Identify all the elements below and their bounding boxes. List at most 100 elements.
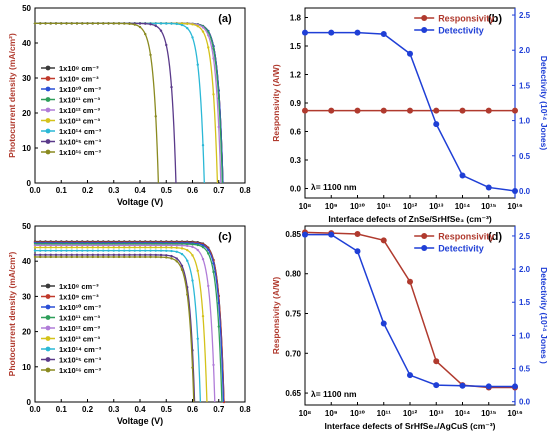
data-point (60, 22, 63, 25)
y-tick-label: 0 (27, 179, 32, 188)
x-tick-label: 0.5 (161, 405, 173, 414)
legend-label: Detectivity (438, 244, 484, 254)
series-0 (302, 107, 518, 114)
wavelength-annotation: λ= 1100 nm (311, 389, 357, 399)
data-point (65, 255, 68, 259)
data-point (96, 253, 100, 257)
x-tick-label: 10¹⁵ (481, 409, 497, 418)
y-left-tick-label: 0.0 (290, 185, 302, 194)
data-point (328, 29, 335, 36)
legend-marker (45, 139, 51, 144)
data-point (123, 244, 126, 247)
y-right-tick-label: 0.0 (519, 187, 531, 196)
data-point (123, 246, 126, 249)
data-point (180, 247, 184, 250)
data-point (433, 121, 440, 128)
data-point (65, 249, 68, 252)
y-left-tick-label: 1.5 (290, 42, 302, 51)
series-8 (33, 255, 195, 403)
legend-marker (45, 315, 51, 320)
y-left-tick-label: 0.9 (290, 99, 302, 108)
x-tick-label: 10¹⁴ (455, 202, 471, 211)
data-point (165, 22, 168, 25)
data-point (70, 244, 73, 247)
legend-marker (45, 367, 51, 373)
data-point (144, 253, 147, 257)
y-right-tick-label: 2.5 (519, 232, 531, 241)
data-point (180, 268, 184, 271)
data-point (112, 253, 115, 257)
data-point (117, 246, 121, 249)
data-point (201, 314, 205, 318)
y-tick-label: 10 (22, 363, 31, 372)
data-point (170, 246, 173, 249)
legend-marker (45, 118, 51, 123)
data-point (354, 248, 361, 255)
legend-label: 1x10¹⁰ cm⁻³ (59, 85, 101, 94)
x-tick-label: 0.2 (82, 186, 94, 195)
data-point (159, 249, 163, 252)
data-point (33, 253, 37, 257)
data-point (65, 244, 68, 247)
data-point (86, 255, 89, 259)
data-point (65, 253, 68, 257)
panel-b: 10⁸ 10⁹ 10¹⁰ 10¹¹ 10¹² 10¹³ 10¹⁴ 10¹⁵ 10¹⁶ 0.0 0.3… (271, 7, 549, 224)
data-point (133, 246, 136, 249)
data-point (117, 255, 121, 259)
data-point (33, 244, 37, 247)
data-point (75, 246, 79, 249)
data-point (112, 255, 115, 259)
data-point (201, 257, 205, 261)
data-point (81, 22, 84, 25)
data-point (165, 244, 168, 247)
y-tick-label: 30 (22, 74, 31, 83)
series-line (35, 249, 202, 403)
data-point (175, 244, 178, 247)
data-point (49, 255, 52, 259)
data-point (123, 253, 126, 257)
legend-marker (45, 304, 51, 310)
data-point (459, 107, 466, 114)
legend-marker (45, 346, 51, 352)
data-point (133, 253, 136, 257)
x-axis-label: Interface defects of ZnSe/SrHfSe₃ (cm⁻³) (328, 214, 492, 224)
data-point (149, 255, 152, 259)
data-point (191, 36, 194, 39)
data-point (65, 22, 68, 25)
y-left-tick-label: 0.6 (290, 128, 302, 137)
x-tick-label: 0.1 (56, 405, 68, 414)
data-point (39, 246, 42, 249)
legend-label: 1x10⁹ cm⁻³ (59, 75, 99, 84)
data-point (207, 34, 210, 37)
data-point (170, 254, 173, 258)
legend-label: Responsivity (438, 14, 494, 24)
data-point (186, 248, 189, 252)
data-point (138, 249, 142, 252)
series-6 (33, 249, 202, 403)
data-point (170, 22, 173, 25)
data-point (154, 255, 157, 259)
data-point (117, 249, 121, 252)
data-point (75, 253, 79, 257)
data-point (459, 382, 466, 389)
y-tick-label: 20 (22, 328, 31, 337)
data-point (191, 243, 194, 246)
data-point (49, 249, 52, 252)
legend-label: 1x10⁸ cm⁻³ (59, 64, 99, 73)
data-point (212, 57, 215, 60)
data-point (33, 255, 37, 259)
data-point (96, 255, 100, 259)
panel-label: (c) (218, 231, 232, 243)
data-point (112, 249, 115, 252)
legend-label: 1x10⁹ cm⁻³ (59, 293, 99, 302)
y-right-tick-label: 2.0 (519, 265, 531, 274)
legend-label: Detectivity (438, 26, 484, 36)
data-point (154, 246, 157, 249)
data-point (102, 253, 105, 257)
x-tick-label: 0.0 (29, 405, 41, 414)
data-point (485, 184, 492, 191)
data-point (170, 85, 173, 89)
data-point (196, 269, 199, 272)
data-point (433, 382, 440, 389)
